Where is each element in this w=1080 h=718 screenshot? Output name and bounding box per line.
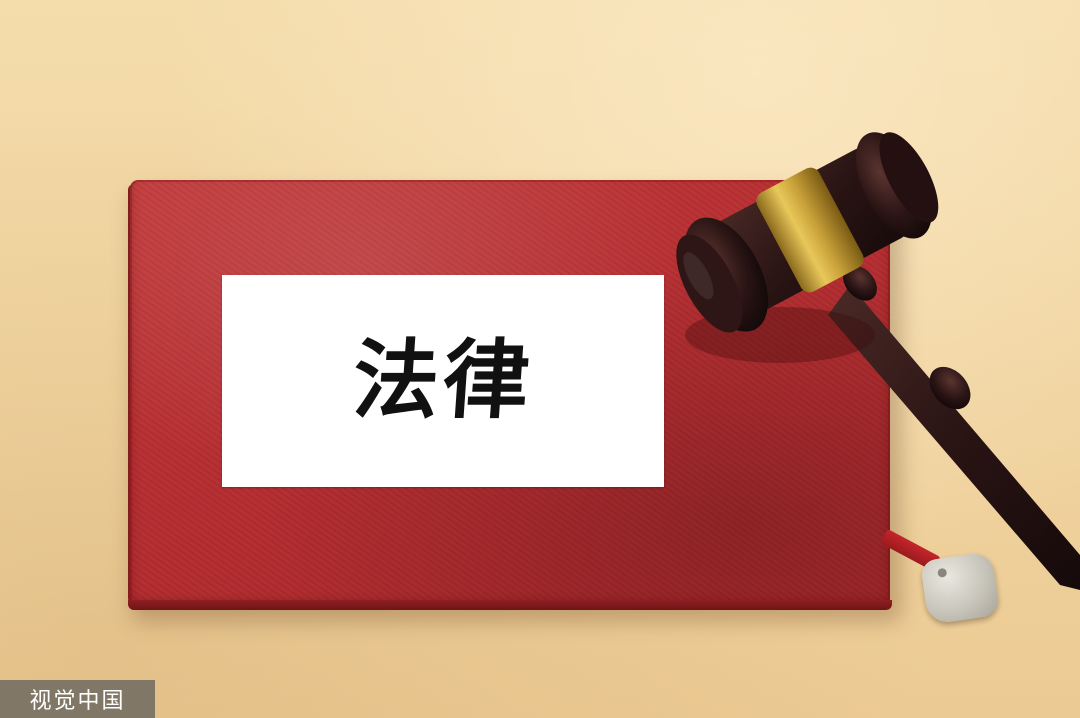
white-label-card: 法律 [222,275,664,487]
watermark-badge: 视觉中国 [0,680,155,718]
watermark-text: 视觉中国 [29,689,126,714]
gavel-handle [828,265,1080,590]
wooden-gavel [676,132,1080,590]
label-text: 法律 [349,331,537,431]
book-bottom-edge [128,600,892,610]
